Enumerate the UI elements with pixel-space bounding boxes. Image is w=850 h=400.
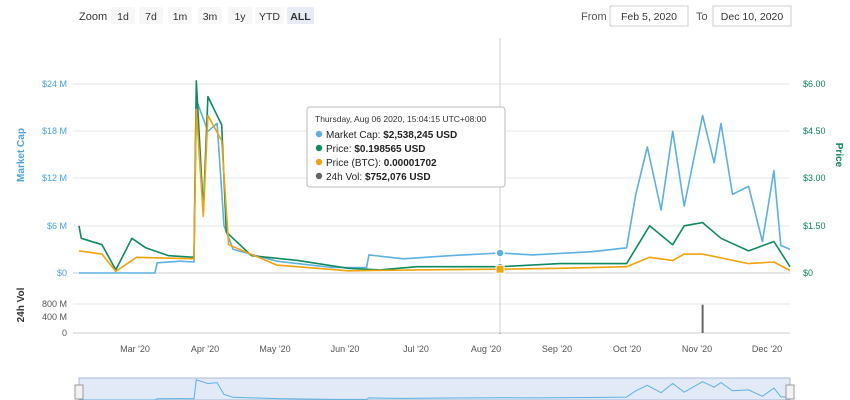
zoom-button-all[interactable]: ALL [287, 7, 314, 24]
navigator[interactable] [74, 377, 795, 400]
zoom-button-label: ALL [290, 11, 311, 23]
tooltip-label: Market Cap: [326, 130, 380, 141]
x-tick-label: Sep '20 [542, 344, 572, 354]
legend-swatch-volume [315, 172, 323, 180]
zoom-toolbar: Zoom 1d 7d 1m 3m 1y YTD ALL [79, 7, 314, 24]
navigator-handle-left[interactable] [74, 384, 84, 400]
from-date-value: Feb 5, 2020 [621, 11, 677, 23]
to-date-input[interactable]: Dec 10, 2020 [712, 5, 792, 27]
left-axis-ticks: $0 $6 M $12 M $18 M $24 M [42, 79, 67, 278]
navigator-handle-right[interactable] [785, 384, 795, 400]
volume-tick-label: 800 M [42, 299, 67, 309]
market-cap-hover-marker [495, 248, 505, 258]
volume-axis-title: 24h Vol [16, 287, 27, 322]
price-btc-line [78, 108, 791, 273]
legend-swatch-price-btc [315, 158, 323, 166]
zoom-button-7d[interactable]: 7d [139, 7, 163, 24]
tooltip-row-market-cap: Market Cap: $2,538,245 USD [315, 130, 457, 141]
zoom-button-label: 3m [203, 11, 218, 23]
tooltip-label: 24h Vol: [326, 172, 362, 183]
zoom-button-label: 1m [173, 11, 188, 23]
from-date-input[interactable]: Feb 5, 2020 [609, 5, 689, 27]
tooltip-value: 0.00001702 [384, 158, 437, 169]
zoom-label: Zoom [79, 11, 107, 23]
tooltip-label: Price: [326, 144, 352, 155]
navigator-selection[interactable] [78, 377, 791, 400]
from-label: From [581, 11, 607, 23]
zoom-button-label: 1d [117, 11, 129, 23]
legend-swatch-price [315, 144, 323, 152]
svg-text:24h Vol: $752,076 USD: 24h Vol: $752,076 USD [326, 172, 431, 183]
svg-text:Market Cap: $2,538,245 USD: Market Cap: $2,538,245 USD [326, 130, 457, 141]
navigator-series-line [79, 379, 791, 400]
market-cap-line [79, 99, 791, 274]
x-tick-label: Apr '20 [191, 344, 219, 354]
x-tick-label: Mar '20 [120, 344, 150, 354]
right-axis-ticks: $0 $1.50 $3.00 $4.50 $6.00 [803, 79, 826, 278]
right-tick-label: $1.50 [803, 221, 826, 231]
left-axis-title: Market Cap [16, 128, 27, 182]
zoom-button-1y[interactable]: 1y [228, 7, 252, 24]
left-tick-label: $12 M [42, 173, 67, 183]
x-tick-label: Oct '20 [613, 344, 641, 354]
date-range: From Feb 5, 2020 To Dec 10, 2020 [581, 5, 792, 27]
left-tick-label: $18 M [42, 126, 67, 136]
x-tick-label: May '20 [259, 344, 290, 354]
tooltip-label: Price (BTC): [326, 158, 381, 169]
right-tick-label: $3.00 [803, 173, 826, 183]
svg-text:Price: $0.198565 USD: Price: $0.198565 USD [326, 144, 426, 155]
volume-bar [701, 304, 704, 333]
price-line [78, 80, 791, 271]
tooltip-value: $2,538,245 USD [383, 130, 457, 141]
legend-swatch-market-cap [315, 130, 323, 138]
right-tick-label: $6.00 [803, 79, 826, 89]
left-tick-label: $24 M [42, 79, 67, 89]
left-tick-label: $6 M [47, 221, 67, 231]
x-tick-label: Aug '20 [471, 344, 501, 354]
x-tick-label: Jun '20 [331, 344, 360, 354]
volume-axis-ticks: 0 400 M 800 M [42, 299, 67, 338]
zoom-button-ytd[interactable]: YTD [255, 7, 284, 24]
svg-text:Price (BTC): 0.00001702: Price (BTC): 0.00001702 [326, 158, 437, 169]
x-tick-label: Dec '20 [752, 344, 782, 354]
volume-bars [499, 304, 704, 334]
price-btc-hover-marker [495, 264, 505, 274]
zoom-button-label: 1y [234, 11, 246, 23]
tooltip-row-volume: 24h Vol: $752,076 USD [315, 172, 431, 183]
plot-area [78, 80, 791, 334]
tooltip-header: Thursday, Aug 06 2020, 15:04:15 UTC+08:0… [315, 114, 486, 124]
volume-bar [499, 333, 502, 334]
tooltip-row-price: Price: $0.198565 USD [315, 144, 426, 155]
tooltip-value: $0.198565 USD [354, 144, 425, 155]
x-tick-label: Nov '20 [682, 344, 712, 354]
zoom-button-1d[interactable]: 1d [111, 7, 135, 24]
volume-tick-label: 400 M [42, 312, 67, 322]
zoom-button-label: YTD [259, 11, 280, 23]
zoom-button-label: 7d [145, 11, 157, 23]
right-tick-label: $0 [803, 268, 813, 278]
tooltip: Thursday, Aug 06 2020, 15:04:15 UTC+08:0… [306, 106, 506, 188]
right-tick-label: $4.50 [803, 126, 826, 136]
zoom-button-3m[interactable]: 3m [198, 7, 222, 24]
right-axis-title: Price [833, 143, 844, 168]
to-date-value: Dec 10, 2020 [721, 11, 784, 23]
left-tick-label: $0 [57, 268, 67, 278]
x-tick-label: Jul '20 [403, 344, 429, 354]
tooltip-value: $752,076 USD [365, 172, 431, 183]
zoom-button-1m[interactable]: 1m [168, 7, 192, 24]
volume-tick-label: 0 [62, 328, 67, 338]
x-axis-ticks: Mar '20 Apr '20 May '20 Jun '20 Jul '20 … [120, 344, 782, 354]
to-label: To [696, 11, 708, 23]
tooltip-row-price-btc: Price (BTC): 0.00001702 [315, 158, 437, 169]
